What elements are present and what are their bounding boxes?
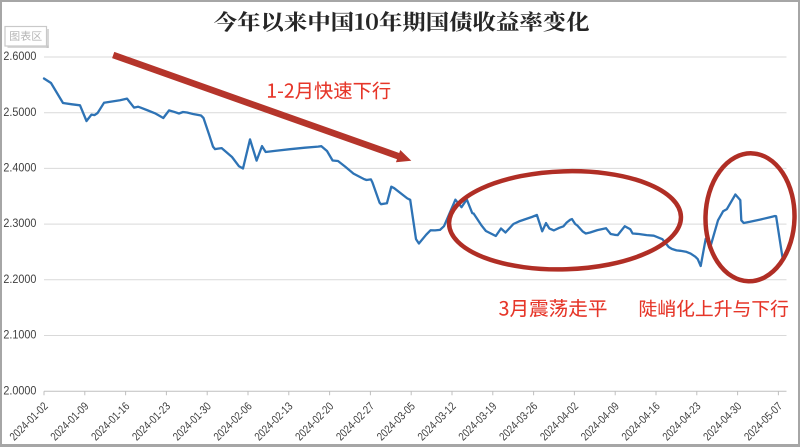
svg-text:2.3000: 2.3000: [3, 218, 36, 230]
svg-text:2.4000: 2.4000: [3, 163, 36, 175]
svg-text:2.0000: 2.0000: [3, 385, 36, 397]
svg-text:2.5000: 2.5000: [3, 107, 36, 119]
svg-text:2.1000: 2.1000: [3, 330, 36, 342]
svg-text:2.2000: 2.2000: [3, 274, 36, 286]
svg-text:2.6000: 2.6000: [3, 51, 36, 63]
